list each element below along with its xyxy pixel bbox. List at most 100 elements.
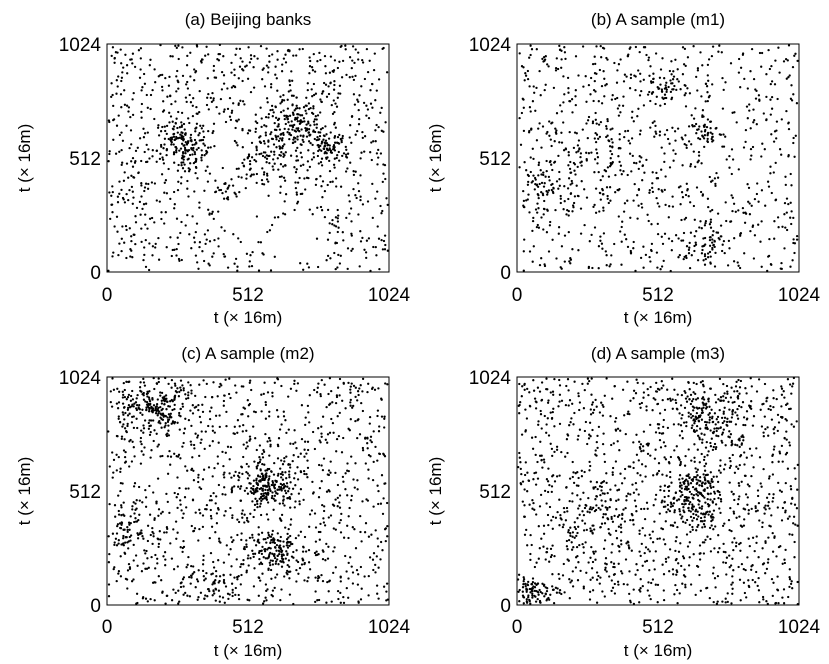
scatter-point [376, 592, 379, 595]
scatter-point [709, 486, 713, 489]
scatter-point [769, 98, 772, 101]
scatter-point [142, 391, 145, 395]
scatter-point [282, 545, 285, 548]
scatter-point [668, 205, 671, 208]
scatter-point [579, 155, 582, 159]
scatter-point [655, 473, 659, 476]
scatter-point [296, 478, 300, 481]
scatter-point [215, 105, 218, 109]
scatter-point [283, 179, 287, 182]
scatter-point [325, 405, 328, 409]
scatter-point [528, 211, 531, 214]
scatter-point [241, 79, 244, 83]
scatter-point [307, 131, 311, 134]
scatter-point [356, 419, 359, 422]
scatter-point [117, 570, 121, 573]
scatter-point [636, 115, 639, 118]
scatter-point [545, 550, 549, 554]
scatter-point [296, 560, 300, 564]
scatter-point [232, 432, 235, 435]
scatter-point [266, 548, 269, 551]
scatter-point [245, 470, 248, 474]
scatter-point [627, 544, 630, 547]
scatter-point [177, 87, 180, 90]
scatter-point [161, 158, 165, 161]
scatter-point [218, 112, 221, 115]
scatter-point [292, 138, 295, 141]
scatter-point [699, 190, 703, 194]
scatter-point [198, 383, 201, 386]
scatter-point [790, 423, 793, 426]
scatter-point [243, 407, 247, 410]
scatter-point [531, 100, 535, 103]
scatter-point [261, 154, 265, 158]
scatter-point [267, 154, 270, 158]
scatter-point [252, 66, 255, 69]
scatter-point [311, 69, 315, 72]
scatter-point [182, 593, 185, 596]
scatter-point [379, 558, 382, 561]
scatter-point [210, 100, 214, 104]
scatter-point [320, 378, 323, 382]
scatter-point [357, 182, 360, 185]
scatter-point [568, 260, 571, 263]
scatter-point [168, 111, 171, 114]
scatter-point [145, 392, 149, 396]
scatter-point [371, 478, 375, 482]
scatter-point [626, 380, 629, 383]
scatter-point [788, 74, 791, 77]
scatter-point [772, 140, 776, 143]
scatter-point [283, 504, 286, 507]
scatter-point [351, 75, 354, 78]
scatter-point [622, 80, 626, 83]
scatter-point [161, 89, 164, 92]
scatter-point [681, 520, 685, 523]
scatter-point [200, 430, 203, 433]
scatter-point [117, 253, 120, 257]
scatter-point [178, 390, 181, 394]
scatter-point [284, 557, 287, 560]
scatter-point [157, 514, 160, 517]
scatter-point [279, 535, 282, 539]
scatter-point [344, 153, 348, 156]
scatter-point [265, 495, 268, 499]
scatter-point [347, 577, 350, 580]
scatter-point [171, 120, 174, 123]
scatter-point [691, 125, 695, 128]
scatter-point [135, 592, 139, 595]
scatter-point [540, 257, 543, 260]
scatter-point [146, 395, 149, 398]
scatter-point [231, 516, 234, 520]
scatter-point [648, 594, 651, 597]
scatter-point [517, 573, 521, 576]
scatter-point [312, 120, 316, 123]
scatter-point [260, 552, 264, 556]
scatter-point [377, 78, 381, 81]
scatter-point [167, 137, 170, 141]
scatter-point [569, 262, 572, 265]
scatter-point [181, 154, 184, 157]
scatter-point [211, 594, 214, 597]
scatter-point [112, 138, 115, 141]
scatter-point [643, 171, 646, 174]
scatter-point [329, 460, 332, 463]
scatter-point [574, 566, 578, 569]
scatter-point [518, 166, 521, 169]
scatter-point [679, 88, 682, 91]
scatter-point [592, 88, 596, 92]
scatter-point [147, 410, 151, 413]
scatter-point [182, 441, 185, 445]
scatter-point [719, 471, 722, 474]
scatter-point [568, 477, 572, 480]
scatter-point [742, 146, 746, 149]
scatter-point [157, 508, 161, 511]
scatter-point [317, 463, 321, 467]
scatter-point [153, 429, 156, 432]
scatter-point [121, 425, 124, 428]
scatter-point [180, 137, 183, 140]
scatter-point [346, 247, 350, 250]
scatter-point [253, 508, 256, 512]
scatter-point [331, 112, 335, 116]
scatter-point [205, 571, 208, 575]
scatter-point [563, 591, 566, 594]
